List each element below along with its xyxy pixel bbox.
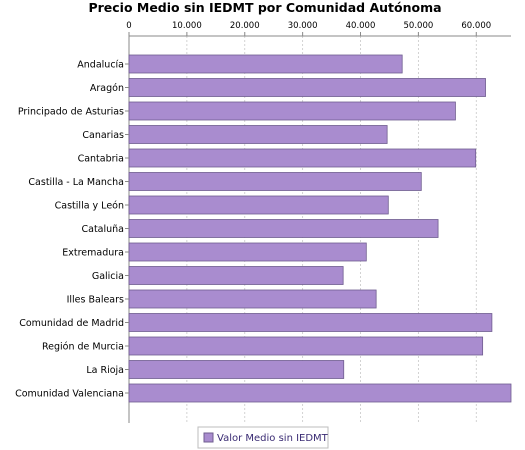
bar[interactable] [128, 172, 422, 191]
bar[interactable] [128, 101, 456, 121]
bar[interactable] [128, 289, 377, 309]
bar[interactable] [128, 125, 388, 144]
category-label: Cantabria [78, 154, 124, 165]
legend[interactable]: Valor Medio sin IEDMT [197, 426, 329, 449]
x-tick-label: 40.000 [346, 21, 376, 31]
bar[interactable] [128, 313, 493, 332]
category-label: La Rioja [86, 365, 124, 376]
category-label: Extremadura [62, 248, 124, 259]
legend-box [197, 426, 329, 449]
category-labels: Andalucía Aragón Principado de Asturias Can… [15, 60, 129, 400]
legend-swatch [203, 432, 214, 443]
category-label: Castilla y León [55, 201, 124, 212]
x-tick-label: 0 [126, 21, 131, 31]
category-label: Cataluña [81, 224, 124, 235]
category-label: Región de Murcia [42, 342, 124, 353]
bar[interactable] [128, 78, 486, 97]
category-label: Canarias [82, 130, 124, 141]
bar[interactable] [128, 148, 477, 168]
x-tick-label: 30.000 [288, 21, 318, 31]
x-tick-label: 60.000 [461, 21, 491, 31]
x-tick-label: 10.000 [172, 21, 202, 31]
legend-label: Valor Medio sin IEDMT [217, 433, 329, 444]
x-tick-label: 20.000 [230, 21, 260, 31]
chart-title: Precio Medio sin IEDMT por Comunidad Aut… [88, 0, 441, 15]
category-label: Comunidad Valenciana [15, 389, 124, 400]
bar[interactable] [128, 195, 389, 215]
category-label: Principado de Asturias [18, 107, 124, 118]
bar[interactable] [128, 242, 367, 262]
category-label: Galicia [92, 271, 124, 282]
category-label: Aragón [90, 83, 124, 94]
category-label: Illes Balears [67, 295, 124, 306]
bar[interactable] [128, 266, 344, 285]
bar[interactable] [128, 219, 439, 238]
category-label: Castilla - La Mancha [28, 177, 124, 188]
bar[interactable] [128, 336, 484, 356]
category-label: Andalucía [77, 60, 124, 71]
x-tick-label: 50.000 [404, 21, 434, 31]
bar[interactable] [128, 383, 512, 403]
bar[interactable] [128, 54, 403, 74]
bar[interactable] [128, 360, 345, 379]
bars-layer [128, 54, 512, 403]
category-label: Comunidad de Madrid [19, 318, 124, 329]
